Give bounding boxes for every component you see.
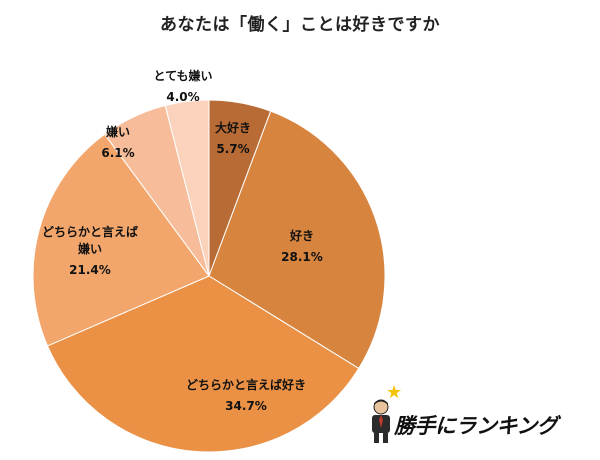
brand-text: 勝手にランキング bbox=[394, 414, 558, 438]
brand-logo: ★ 勝手にランキング bbox=[368, 384, 588, 448]
slice-category-label: 嫌い bbox=[77, 241, 102, 256]
slice-value-label: 5.7% bbox=[216, 142, 249, 156]
slice-label-1: 大好き 5.7% bbox=[215, 120, 251, 156]
slice-label-3: どちらかと言えば好き 34.7% bbox=[186, 377, 306, 413]
slice-category-label: とても嫌い bbox=[153, 68, 212, 83]
pie-labels: 大好き5.7%好き28.1%どちらかと言えば好き34.7%どちらかと言えば嫌い2… bbox=[42, 68, 323, 413]
slice-category-label: どちらかと言えば好き bbox=[186, 377, 306, 392]
slice-value-label: 4.0% bbox=[166, 90, 199, 104]
pie-slice-4 bbox=[32, 133, 210, 347]
slice-label-6: とても嫌い 4.0% bbox=[153, 68, 212, 104]
slice-label-2: 好き 28.1% bbox=[281, 228, 323, 264]
slice-category-label: 大好き bbox=[215, 120, 251, 135]
slice-category-label: 嫌い bbox=[105, 124, 130, 139]
slice-value-label: 34.7% bbox=[225, 399, 267, 413]
pie-slices bbox=[32, 99, 386, 453]
star-icon: ★ bbox=[386, 382, 403, 403]
slice-value-label: 28.1% bbox=[281, 250, 323, 264]
pie-slice-6 bbox=[164, 99, 210, 277]
slice-value-label: 21.4% bbox=[69, 263, 111, 277]
slice-value-label: 6.1% bbox=[101, 146, 134, 160]
slice-category-label: 好き bbox=[289, 228, 314, 243]
slice-label-5: 嫌い 6.1% bbox=[101, 124, 134, 160]
slice-category-label: どちらかと言えば bbox=[42, 224, 138, 239]
pie-slice-3 bbox=[46, 275, 360, 453]
businessman-icon bbox=[372, 399, 390, 443]
pie-slice-2 bbox=[208, 110, 386, 370]
chart-title: あなたは「働く」ことは好きですか bbox=[160, 15, 440, 35]
